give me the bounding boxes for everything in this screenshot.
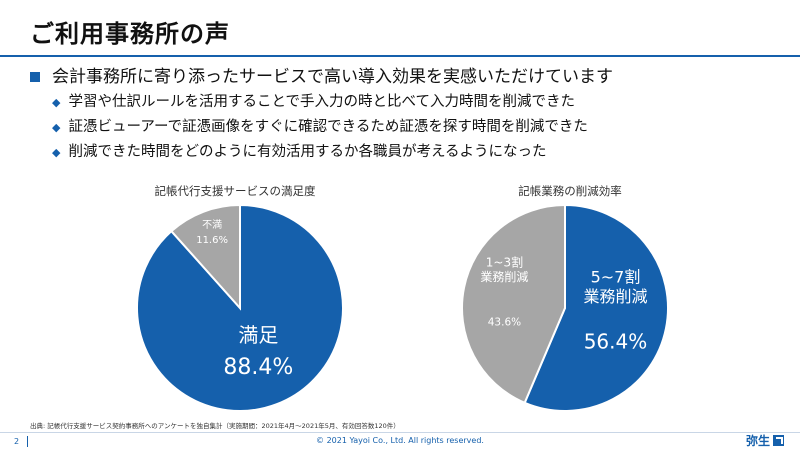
pie-slice-primary xyxy=(523,203,669,412)
sub-bullet-text: 学習や仕訳ルールを活用することで手入力の時と比べて入力時間を削減できた xyxy=(68,94,575,110)
chart-title-reduction: 記帳業務の削減効率 xyxy=(518,184,622,198)
slice-value-label: 11.6% xyxy=(196,235,228,246)
title-divider xyxy=(0,55,800,57)
square-bullet-icon xyxy=(30,72,40,82)
slice-label: 満足 xyxy=(238,323,278,347)
satisfaction-pie-chart: 満足 88.4% 不満 11.6% xyxy=(136,203,344,412)
pie-slice-secondary xyxy=(461,203,566,405)
slice-value-label: 43.6% xyxy=(488,317,521,329)
footer-divider xyxy=(0,432,800,433)
copyright-text: © 2021 Yayoi Co., Ltd. All rights reserv… xyxy=(316,436,484,445)
diamond-bullet-icon: ◆ xyxy=(52,96,61,109)
lead-bullet: 会計事務所に寄り添ったサービスで高い導入効果を実感いただけています xyxy=(30,64,790,90)
brand-arrow-icon xyxy=(773,435,784,446)
source-note: 出典: 記帳代行支援サービス契約事務所へのアンケートを独自集計（実施期間：202… xyxy=(30,422,400,430)
page-number: 2 xyxy=(14,436,29,447)
sub-bullet-text: 削減できた時間をどのように有効活用するか各職員が考えるようになった xyxy=(68,144,547,160)
chart-title-satisfaction: 記帳代行支援サービスの満足度 xyxy=(154,184,316,198)
diamond-bullet-icon: ◆ xyxy=(52,146,61,159)
brand-logo: 弥生 xyxy=(746,432,784,449)
sub-bullet-3: ◆ 削減できた時間をどのように有効活用するか各職員が考えるようになった xyxy=(52,140,790,165)
sub-bullet-1: ◆ 学習や仕訳ルールを活用することで手入力の時と比べて入力時間を削減できた xyxy=(52,90,790,115)
sub-bullet-2: ◆ 証憑ビューアーで証憑画像をすぐに確認できるため証憑を探す時間を削減できた xyxy=(52,115,790,140)
lead-text: 会計事務所に寄り添ったサービスで高い導入効果を実感いただけています xyxy=(52,67,613,87)
page-title: ご利用事務所の声 xyxy=(30,20,230,48)
reduction-pie-chart: 5~7割業務削減 56.4% 1~3割業務削減 43.6% xyxy=(461,203,669,412)
slice-label: 1~3割業務削減 xyxy=(480,254,528,283)
slice-value-label: 56.4% xyxy=(584,329,648,353)
slice-label: 5~7割業務削減 xyxy=(583,268,647,306)
sub-bullet-text: 証憑ビューアーで証憑画像をすぐに確認できるため証憑を探す時間を削減できた xyxy=(68,119,588,135)
slice-label: 不満 xyxy=(202,219,222,231)
slice-value-label: 88.4% xyxy=(223,355,293,380)
diamond-bullet-icon: ◆ xyxy=(52,121,61,134)
pie-slice-secondary xyxy=(169,203,241,311)
bullet-list: 会計事務所に寄り添ったサービスで高い導入効果を実感いただけています ◆ 学習や仕… xyxy=(30,64,790,165)
brand-name: 弥生 xyxy=(745,434,770,448)
